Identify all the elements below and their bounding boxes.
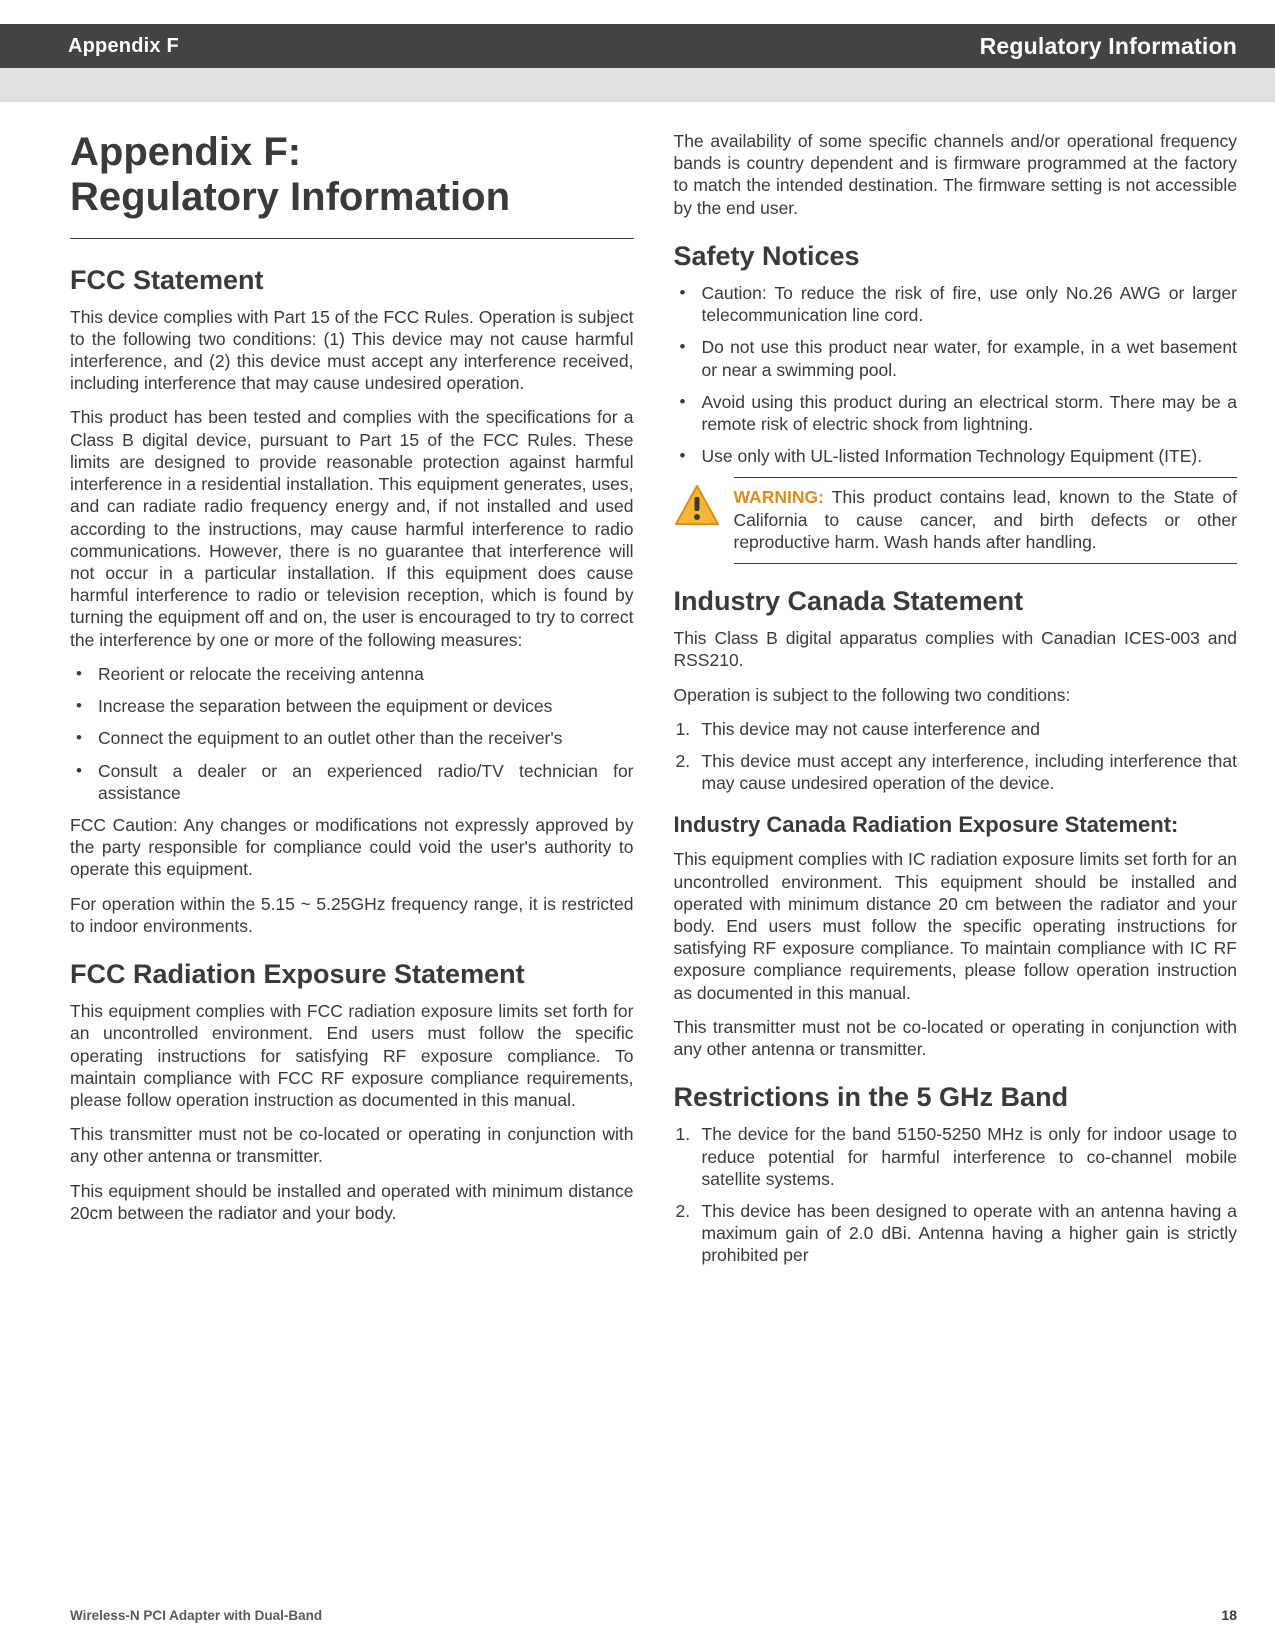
fcc-measure-2: Increase the separation between the equi… xyxy=(70,695,634,717)
safety-item-4: Use only with UL-listed Information Tech… xyxy=(674,445,1238,467)
canada-rad-p2: This transmitter must not be co-located … xyxy=(674,1016,1238,1060)
fcc-p2: This product has been tested and complie… xyxy=(70,406,634,650)
canada-rad-heading: Industry Canada Radiation Exposure State… xyxy=(674,812,1238,838)
restrict5g-list: The device for the band 5150-5250 MHz is… xyxy=(674,1123,1238,1266)
restrict5g-item-2: This device has been designed to operate… xyxy=(674,1200,1238,1267)
fcc-heading: FCC Statement xyxy=(70,265,634,296)
footer: Wireless-N PCI Adapter with Dual-Band 18 xyxy=(70,1607,1237,1623)
canada-rad-p1: This equipment complies with IC radiatio… xyxy=(674,848,1238,1004)
fcc-p1: This device complies with Part 15 of the… xyxy=(70,306,634,395)
column-left: Appendix F: Regulatory Information FCC S… xyxy=(70,130,634,1591)
fcc-p3: FCC Caution: Any changes or modification… xyxy=(70,814,634,881)
warning-label: WARNING: xyxy=(734,487,824,507)
restrict5g-item-1: The device for the band 5150-5250 MHz is… xyxy=(674,1123,1238,1190)
fcc-measure-3: Connect the equipment to an outlet other… xyxy=(70,727,634,749)
doc-title: Appendix F: Regulatory Information xyxy=(70,130,634,220)
warning-icon xyxy=(674,483,720,529)
fcc-rad-p1: This equipment complies with FCC radiati… xyxy=(70,1000,634,1111)
header-right: Regulatory Information xyxy=(980,33,1237,60)
canada-cond-2: This device must accept any interference… xyxy=(674,750,1238,794)
warning-text-block: WARNING: This product contains lead, kno… xyxy=(734,477,1238,564)
header-left: Appendix F xyxy=(68,35,179,58)
fcc-rad-heading: FCC Radiation Exposure Statement xyxy=(70,959,634,990)
fcc-rad-p2: This transmitter must not be co-located … xyxy=(70,1123,634,1167)
page-body: Appendix F: Regulatory Information FCC S… xyxy=(70,130,1237,1591)
safety-heading: Safety Notices xyxy=(674,241,1238,272)
safety-list: Caution: To reduce the risk of fire, use… xyxy=(674,282,1238,468)
fcc-measure-1: Reorient or relocate the receiving anten… xyxy=(70,663,634,685)
canada-heading: Industry Canada Statement xyxy=(674,586,1238,617)
title-line-1: Appendix F: xyxy=(70,130,301,174)
footer-page-number: 18 xyxy=(1221,1607,1237,1623)
title-line-2: Regulatory Information xyxy=(70,175,510,219)
fcc-measures-list: Reorient or relocate the receiving anten… xyxy=(70,663,634,804)
warning-box: WARNING: This product contains lead, kno… xyxy=(674,477,1238,564)
safety-item-2: Do not use this product near water, for … xyxy=(674,336,1238,380)
column-right: The availability of some specific channe… xyxy=(674,130,1238,1591)
warning-text: WARNING: This product contains lead, kno… xyxy=(734,486,1238,553)
header-bar: Appendix F Regulatory Information xyxy=(0,24,1275,68)
col2-intro: The availability of some specific channe… xyxy=(674,130,1238,219)
safety-item-1: Caution: To reduce the risk of fire, use… xyxy=(674,282,1238,326)
fcc-rad-p3: This equipment should be installed and o… xyxy=(70,1180,634,1224)
title-rule xyxy=(70,238,634,239)
header-subbar xyxy=(0,68,1275,102)
canada-p1: This Class B digital apparatus complies … xyxy=(674,627,1238,671)
safety-item-3: Avoid using this product during an elect… xyxy=(674,391,1238,435)
footer-product: Wireless-N PCI Adapter with Dual-Band xyxy=(70,1608,322,1623)
canada-cond-1: This device may not cause interference a… xyxy=(674,718,1238,740)
fcc-p4: For operation within the 5.15 ~ 5.25GHz … xyxy=(70,893,634,937)
canada-p2: Operation is subject to the following tw… xyxy=(674,684,1238,706)
canada-conditions: This device may not cause interference a… xyxy=(674,718,1238,795)
fcc-measure-4: Consult a dealer or an experienced radio… xyxy=(70,760,634,804)
restrict5g-heading: Restrictions in the 5 GHz Band xyxy=(674,1082,1238,1113)
